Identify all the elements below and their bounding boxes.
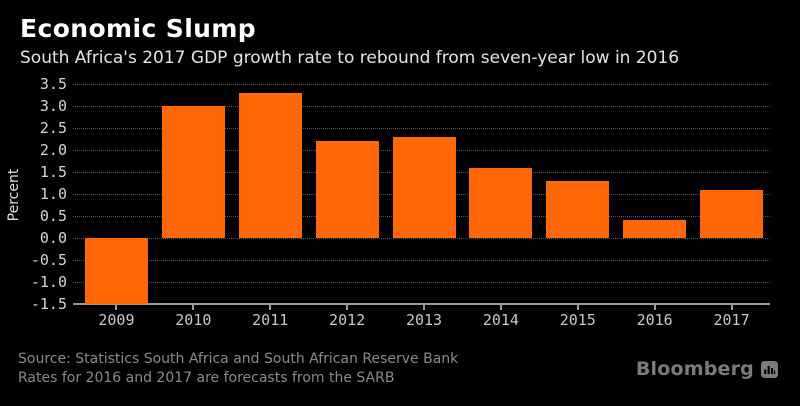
gridline [73, 105, 770, 107]
x-tick-label-2010: 2010 [175, 311, 212, 329]
bar-2009 [84, 238, 148, 304]
bloomberg-chart-icon [761, 360, 778, 378]
bloomberg-logo: Bloomberg [636, 358, 778, 380]
x-tick-mark [423, 305, 425, 310]
x-tick-mark [653, 305, 656, 310]
x-tick-label-2013: 2013 [405, 311, 443, 329]
gridline [73, 83, 770, 85]
bar-2014 [469, 167, 533, 238]
bar-2017 [700, 189, 764, 238]
x-tick-label-2015: 2015 [559, 311, 596, 329]
x-tick-mark [115, 305, 118, 310]
y-tick-label: 0.5 [39, 207, 67, 225]
y-tick-label: -0.5 [30, 251, 67, 269]
chart-title: Economic Slump [20, 14, 257, 43]
x-tick-mark [346, 305, 349, 310]
x-tick-mark [192, 305, 195, 310]
y-tick-label: 1.0 [39, 185, 67, 203]
x-tick-label-2014: 2014 [482, 311, 519, 329]
y-tick-label: 2.5 [39, 119, 67, 137]
bar-2013 [392, 136, 456, 238]
bar-2012 [315, 141, 379, 238]
y-tick-label: 0.0 [39, 229, 67, 247]
y-tick-label: -1.5 [30, 295, 67, 313]
x-tick-label-2016: 2016 [636, 311, 673, 329]
x-tick-label-2012: 2012 [329, 311, 366, 329]
y-tick-label: 1.5 [39, 163, 67, 181]
y-tick-label: -1.0 [30, 273, 67, 291]
gridline [73, 281, 770, 283]
y-tick-label: 3.0 [39, 97, 67, 115]
source-note: Source: Statistics South Africa and Sout… [18, 350, 458, 388]
source-line-1: Source: Statistics South Africa and Sout… [18, 351, 459, 367]
x-tick-mark [730, 305, 733, 310]
x-tick-mark [269, 305, 272, 310]
bar-2011 [238, 92, 302, 238]
source-line-2: Rates for 2016 and 2017 are forecasts fr… [18, 370, 395, 386]
x-tick-label-2009: 2009 [98, 311, 135, 329]
x-tick-label-2011: 2011 [252, 311, 289, 329]
gridline [73, 237, 770, 239]
x-tick-mark [499, 305, 502, 310]
x-axis-line [73, 303, 770, 305]
y-tick-label: 2.0 [39, 141, 67, 159]
bloomberg-wordmark: Bloomberg [635, 358, 754, 380]
bar-2016 [623, 220, 687, 238]
gridline [73, 259, 770, 261]
chart-subtitle: South Africa's 2017 GDP growth rate to r… [20, 48, 680, 68]
gridline [73, 127, 770, 129]
y-tick-label: 3.5 [39, 75, 67, 93]
bar-2010 [161, 106, 225, 238]
x-tick-mark [576, 305, 579, 310]
bar-2015 [546, 180, 610, 238]
x-tick-label-2017: 2017 [713, 311, 750, 329]
